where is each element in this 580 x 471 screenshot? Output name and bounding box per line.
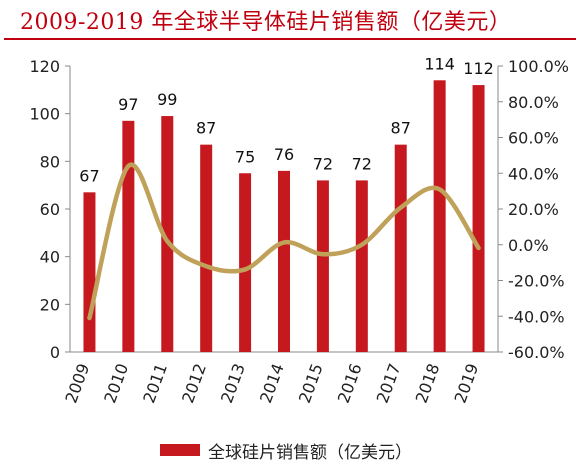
left-tick-label: 100 [29,105,60,124]
bar-data-label: 97 [118,95,138,114]
bar-data-label: 87 [391,119,411,138]
right-tick-label: 80.0% [508,93,559,112]
left-tick-label: 80 [40,152,60,171]
left-tick-label: 60 [40,200,60,219]
x-axis: 2009 2010 2011 2012 2013 2014 2015 2016 2017 2018… [61,351,498,406]
bar-data-label: 75 [235,147,255,166]
bar [433,80,446,353]
x-tick-label: 2018 [412,361,444,406]
x-tick-label: 2017 [373,361,405,406]
right-tick-label: -20.0% [508,272,565,291]
bar-data-label: 67 [79,166,99,185]
bar-data-label: 99 [157,90,177,109]
legend-swatch-bar [160,444,200,456]
bar [122,120,135,352]
left-tick-label: 0 [50,343,60,362]
x-tick-label: 2010 [100,361,132,406]
bar-data-label: 87 [196,119,216,138]
data-labels: 67 97 99 87 75 76 72 72 87 114 112 [79,54,494,185]
bar-data-label: 112 [463,59,494,78]
right-tick-label: -40.0% [508,307,565,326]
right-tick-label: 0.0% [508,236,549,255]
growth-rate-line [87,162,481,321]
right-tick-label: 100.0% [508,57,569,76]
bar [472,85,485,353]
chart-title: 2009-2019 年全球半导体硅片销售额（亿美元） [20,10,512,35]
bar-data-label: 72 [313,154,333,173]
right-tick-label: 20.0% [508,200,559,219]
line-series [87,162,481,321]
bar [278,170,290,352]
bar [83,192,96,352]
x-tick-label: 2009 [61,361,93,406]
right-tick-label: -60.0% [508,343,565,362]
left-tick-label: 120 [29,57,60,76]
x-tick-label: 2013 [217,361,249,406]
bar-series [83,80,485,353]
right-tick-label: 40.0% [508,164,559,183]
right-tick-label: 60.0% [508,129,559,148]
right-y-axis: -60.0% -40.0% -20.0% 0.0% 20.0% 40.0% 60.0% 80.… [497,57,569,362]
x-tick-label: 2012 [178,361,210,406]
x-tick-label: 2019 [451,361,483,406]
bar [161,116,174,352]
x-tick-label: 2011 [139,361,171,406]
title-underline [4,38,576,40]
bar [394,144,407,352]
bar [200,144,213,352]
x-tick-label: 2015 [295,361,327,406]
bar-data-label: 114 [424,54,455,73]
legend: 全球硅片销售额（亿美元） [160,438,412,463]
bar-data-label: 76 [274,145,294,164]
x-tick-label: 2014 [256,361,288,406]
left-tick-label: 40 [40,248,60,267]
bar [316,180,329,352]
left-tick-label: 20 [40,295,60,314]
bar-data-label: 72 [352,154,372,173]
x-tick-label: 2016 [334,361,366,406]
bar [355,180,368,352]
bar [239,173,252,352]
legend-label: 全球硅片销售额（亿美元） [208,442,412,463]
left-y-axis: 0 20 40 60 80 100 120 [29,57,71,362]
